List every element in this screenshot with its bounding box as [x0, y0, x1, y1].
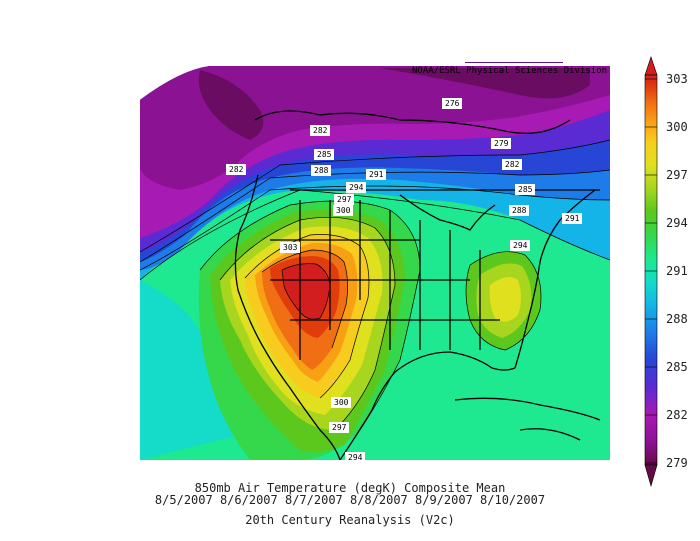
colorbar-tick-label: 291: [666, 264, 688, 278]
colorbar-tick-label: 285: [666, 360, 688, 374]
colorbar: [644, 56, 658, 488]
colorbar-tick-label: 294: [666, 216, 688, 230]
contour-label: 294: [510, 240, 531, 251]
contour-label: 300: [333, 205, 354, 216]
colorbar-tick-label: 297: [666, 168, 688, 182]
colorbar-tick-label: 303: [666, 72, 688, 86]
colorbar-gradient: [644, 74, 658, 466]
contour-label: 288: [311, 165, 332, 176]
contour-label: 297: [334, 194, 355, 205]
contour-label: 282: [310, 125, 331, 136]
contour-label: 276: [442, 98, 463, 109]
contour-label: 294: [346, 182, 367, 193]
caption-dates: 8/5/2007 8/6/2007 8/7/2007 8/8/2007 8/9/…: [154, 493, 546, 507]
contour-lines: [140, 139, 610, 431]
contour-label: 285: [515, 184, 536, 195]
contour-label: 288: [509, 205, 530, 216]
contour-label: 291: [366, 169, 387, 180]
colorbar-tick-label: 300: [666, 120, 688, 134]
temperature-field: [140, 66, 610, 460]
colorbar-top-arrow: [644, 56, 658, 76]
caption-source: 20th Century Reanalysis (V2c): [245, 513, 455, 527]
attribution-text: NOAA/ESRL Physical Sciences Division: [412, 66, 608, 76]
colorbar-tick-label: 282: [666, 408, 688, 422]
caption-title: 850mb Air Temperature (degK) Composite M…: [194, 481, 506, 495]
colorbar-tick-label: 288: [666, 312, 688, 326]
colorbar-bottom-arrow: [644, 464, 658, 488]
contour-label: 282: [502, 159, 523, 170]
coastlines: [234, 110, 601, 460]
colorbar-tick-label: 279: [666, 456, 688, 470]
contour-label: 279: [491, 138, 512, 149]
contour-label: 282: [226, 164, 247, 175]
contour-label: 303: [280, 242, 301, 253]
contour-label: 294: [345, 452, 366, 463]
attribution-rule: [465, 62, 563, 63]
contour-label: 291: [562, 213, 583, 224]
contour-label: 285: [314, 149, 335, 160]
contour-label: 300: [331, 397, 352, 408]
contour-label: 297: [329, 422, 350, 433]
